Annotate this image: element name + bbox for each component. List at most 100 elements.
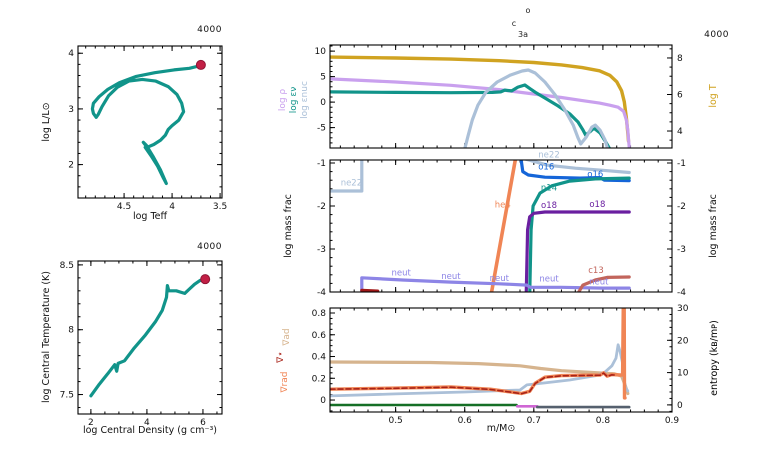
label-o18: o18 <box>589 200 605 210</box>
label-neut: neut <box>391 269 411 279</box>
burn-panel: 10 5 0 -5 8 6 4 log T log ρ log εν log εnuc <box>278 44 719 149</box>
grad-xtick-label: 0.5 <box>388 416 402 426</box>
center-frame <box>77 260 223 415</box>
series-n14 <box>528 176 631 292</box>
abund-ylabel-left: log mass frac <box>283 194 294 258</box>
series-c12-stub <box>360 288 380 292</box>
hr-ylabel: log L/L⊙ <box>41 102 52 141</box>
grad-left-label-0: ∇ad <box>282 328 292 346</box>
abund-ytick-label: -2 <box>317 202 326 212</box>
burn-left-label-0: log ρ <box>278 89 288 112</box>
burn-zone-annotations: o c3a <box>512 6 531 39</box>
abund-frame <box>329 159 673 293</box>
abund-ytick-label: -3 <box>317 245 326 255</box>
center-panel: 2 4 6 8.5 8 7.5 log Central Density (g cm⁻³) lo… <box>41 260 223 436</box>
grad-panel: 0.5 0.6 0.7 0.8 0.9 0.8 0.6 0.4 0.2 0 30 20 10 0 m/M⊙ e… <box>276 304 720 434</box>
label-ne22: ne22 <box>341 178 362 188</box>
burn-ytick-label: -5 <box>317 124 326 134</box>
burn-left-label-1: log εν <box>289 87 299 113</box>
series-evolution-track <box>90 63 203 186</box>
hr-ytick-label: 4 <box>68 49 74 59</box>
center-xlabel: log Central Density (g cm⁻³) <box>83 425 217 436</box>
grad-xtick-label: 0.8 <box>596 416 611 426</box>
grad-frame <box>329 307 673 413</box>
hr-series <box>90 63 203 186</box>
abund-panel: -1 -2 -3 -4 -1 -2 -3 -4 ne22 ne22 o16 o16 n14 o18 o18 h… <box>283 150 719 298</box>
series-grad-star <box>330 372 618 395</box>
hr-current-model-marker <box>195 59 206 70</box>
grad-ytick-label: 0.8 <box>312 309 327 319</box>
burn-series <box>330 55 631 148</box>
burn-ytick-label: 10 <box>315 47 327 57</box>
burn-zone-label-c: c <box>512 19 516 28</box>
abund-ytick-label-right: -4 <box>677 288 686 298</box>
grad-right-axis-label: entropy (kʙ/mᴘ) <box>709 320 720 396</box>
label-ne22: ne22 <box>538 150 559 160</box>
burn-zone-label-3a: 3a <box>518 30 528 39</box>
grad-left-label-2: ∇rad <box>280 372 290 394</box>
burn-ytick-label-right: 6 <box>677 90 683 100</box>
hr-model-number: 4000 <box>197 25 222 35</box>
abund-ytick-label-right: -2 <box>677 202 686 212</box>
hr-xtick-label: 3.5 <box>213 202 227 212</box>
grad-xtick-label: 0.9 <box>665 416 680 426</box>
hr-xtick-label: 4.5 <box>117 202 131 212</box>
grad-ytick-label: 0.4 <box>312 353 327 363</box>
grad-ytick-label: 0 <box>320 396 326 406</box>
abund-ytick-label-right: -3 <box>677 245 686 255</box>
series-ne22-core <box>330 160 364 193</box>
hr-xlabel: log Teff <box>133 211 168 222</box>
center-ytick-label: 8 <box>68 326 74 336</box>
grad-ytick-label-right: 30 <box>677 304 689 314</box>
hr-ytick-label: 2 <box>68 161 74 171</box>
grad-left-label-1: ∇⋆ <box>276 351 286 364</box>
burn-ytick-label: 5 <box>320 73 326 83</box>
center-xtick-label: 6 <box>200 418 206 428</box>
grad-xtick-label: 0.6 <box>458 416 473 426</box>
grad-ytick-label: 0.2 <box>312 374 326 384</box>
burn-ytick-label: 0 <box>320 98 326 108</box>
label-neut: neut <box>441 272 461 282</box>
series-log-eps-nuc <box>463 68 610 148</box>
center-current-model-marker <box>200 274 211 285</box>
abund-ytick-label-right: -1 <box>677 159 686 169</box>
center-series <box>89 278 205 398</box>
series-o18 <box>524 210 631 292</box>
grad-xtick-label: 0.7 <box>527 416 541 426</box>
abund-ytick-label: -4 <box>317 288 326 298</box>
series-c13 <box>576 275 631 292</box>
center-ylabel: log Central Temperature (K) <box>41 271 52 403</box>
burn-left-label-2: log εnuc <box>300 81 310 119</box>
label-neut: neut <box>490 274 510 284</box>
abund-ytick-label: -1 <box>317 159 326 169</box>
hr-panel: 4.5 4 3.5 4 3 2 log Teff log L/L⊙ <box>41 45 227 222</box>
grad-xlabel: m/M⊙ <box>487 423 516 434</box>
label-he4: he4 <box>495 200 511 210</box>
label-o16: o16 <box>587 170 603 180</box>
series-he4 <box>489 160 518 292</box>
center-xtick-label: 2 <box>88 418 94 428</box>
grad-ytick-label: 0.6 <box>312 331 327 341</box>
abund-ylabel-right: log mass frac <box>708 194 719 258</box>
center-ytick-label: 7.5 <box>60 391 74 401</box>
burn-ytick-label-right: 8 <box>677 54 683 64</box>
hr-frame <box>77 45 223 199</box>
center-ytick-label: 8.5 <box>60 261 74 271</box>
grad-ytick-label-right: 0 <box>677 401 683 411</box>
label-o18: o18 <box>541 201 557 211</box>
grad-ytick-label-right: 20 <box>677 336 689 346</box>
series-log-rho <box>330 77 631 148</box>
center-xtick-label: 4 <box>144 418 150 428</box>
grad-ytick-label-right: 10 <box>677 369 689 379</box>
label-n14: n14 <box>541 184 557 194</box>
series-central-conditions-track <box>89 278 205 398</box>
label-o16: o16 <box>538 162 554 172</box>
burn-right-axis-label: log T <box>708 84 719 108</box>
burn-ytick-label-right: 4 <box>677 127 683 137</box>
label-c13: c13 <box>588 266 604 276</box>
center-model-number: 4000 <box>197 242 222 252</box>
